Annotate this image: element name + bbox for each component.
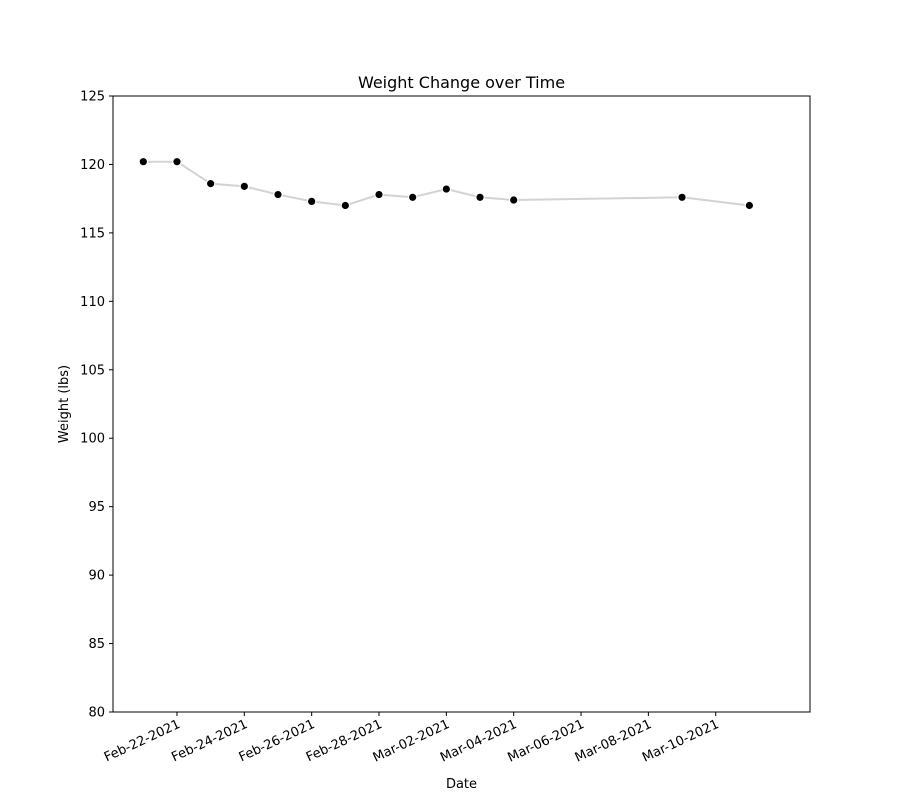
y-tick-label-125: 125: [80, 90, 105, 105]
y-tick-label-110: 110: [80, 295, 105, 310]
data-point-2021-02-22: [172, 156, 182, 167]
x-tick-label-2021-02-26: Feb-26-2021: [237, 717, 318, 765]
y-tick-label-80: 80: [88, 706, 105, 721]
data-point-2021-03-02: [441, 184, 452, 194]
x-tick-label-2021-03-08: Mar-08-2021: [573, 717, 654, 766]
data-point-2021-02-25: [273, 189, 283, 200]
data-point-2021-03-01: [407, 192, 418, 203]
data-point-2021-03-09: [677, 192, 687, 203]
y-axis: 80 85 90 95 100 105 110 115 120 125: [80, 90, 113, 721]
y-tick-label-85: 85: [88, 637, 105, 652]
data-point-2021-02-24: [239, 181, 250, 192]
data-point-2021-02-23: [205, 178, 216, 189]
y-tick-label-95: 95: [88, 500, 105, 515]
plot-area: [113, 96, 810, 712]
y-tick-label-100: 100: [80, 432, 105, 447]
y-tick-label-90: 90: [88, 569, 105, 584]
x-axis-title: Date: [446, 777, 477, 792]
plot-frame: [112, 95, 811, 713]
y-axis-title: Weight (lbs): [57, 365, 72, 443]
x-tick-label-2021-03-06: Mar-06-2021: [505, 717, 586, 766]
x-tick-label-2021-03-04: Mar-04-2021: [438, 717, 519, 766]
x-tick-label-2021-02-24: Feb-24-2021: [169, 717, 250, 765]
y-tick-label-105: 105: [80, 363, 105, 378]
x-tick-label-2021-03-10: Mar-10-2021: [640, 717, 721, 766]
data-point-2021-03-11: [744, 200, 755, 211]
chart-title: Weight Change over Time: [358, 73, 565, 92]
data-point-2021-02-28: [374, 189, 384, 200]
y-tick-label-120: 120: [80, 158, 105, 173]
data-point-2021-02-27: [340, 200, 351, 211]
data-point-2021-02-26: [306, 196, 317, 207]
x-axis: Feb-22-2021Feb-24-2021Feb-26-2021Feb-28-…: [102, 712, 721, 766]
data-point-2021-02-21: [138, 156, 149, 167]
x-tick-label-2021-02-22: Feb-22-2021: [102, 717, 183, 765]
data-point-2021-03-04: [508, 195, 519, 205]
x-tick-label-2021-03-02: Mar-02-2021: [371, 717, 452, 766]
weight-data-points: [138, 156, 755, 211]
data-point-2021-03-03: [475, 192, 485, 203]
weight-series-line: [143, 160, 750, 207]
y-tick-label-115: 115: [80, 226, 105, 241]
